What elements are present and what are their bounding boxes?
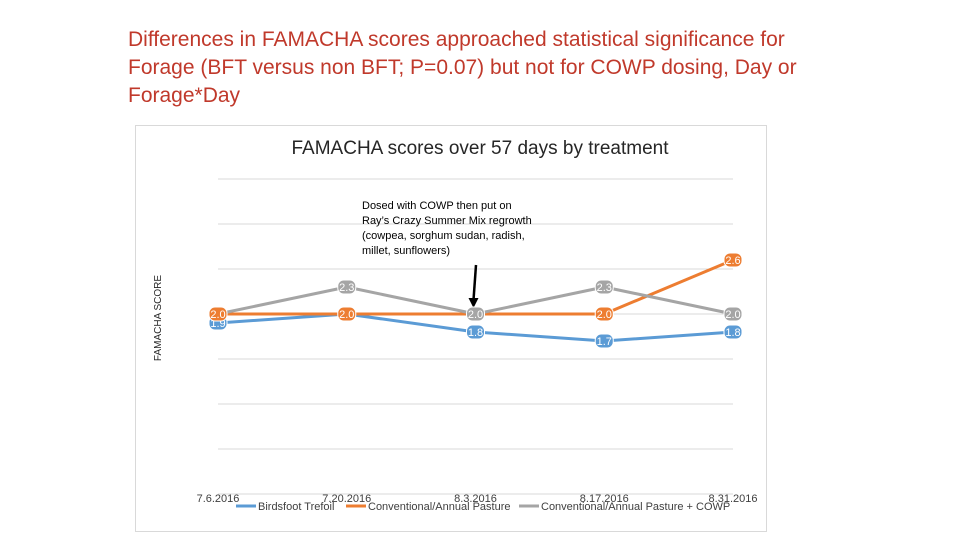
data-label: 1.7 [597,336,612,348]
y-axis-label: FAMACHA SCORE [153,275,164,361]
x-tick-label: 7.20.2016 [322,493,371,505]
data-markers: 1.91.81.71.82.0 2.0 2.02.62.32.02.32.0 [208,252,743,349]
data-label: 2.0 [597,309,612,321]
data-point-marker [208,306,228,322]
x-tick-label: 8.31.2016 [709,493,758,505]
annotation-text-line: (cowpea, sorghum sudan, radish, [362,230,525,242]
data-point-marker [337,306,357,322]
slide-title-line-3: Forage*Day [128,84,241,107]
data-label: 1.8 [468,327,483,339]
slide-title-line-2: Forage (BFT versus non BFT; P=0.07) but … [128,56,797,79]
legend-entry-label: Birdsfoot Trefoil [258,501,334,513]
data-label: 2.0 [468,309,483,321]
x-tick-label: 7.6.2016 [197,493,240,505]
slide-title: Differences in FAMACHA scores approached… [128,26,848,110]
data-point-marker [723,252,743,268]
annotation-text-line: Ray’s Crazy Summer Mix regrowth [362,215,532,227]
annotation-text-line: millet, sunflowers) [362,245,450,257]
data-label: 2.0 [210,309,225,321]
annotation: Dosed with COWP then put on Ray’s Crazy S… [362,200,532,308]
data-label: 2.0 [339,309,354,321]
data-label: 2.3 [597,282,612,294]
data-point-marker [723,324,743,340]
slide-title-line-1: Differences in FAMACHA scores approached… [128,28,785,51]
data-label: 2.0 [725,309,740,321]
data-label: 1.8 [725,327,740,339]
data-point-marker [466,324,485,340]
legend-entry-label: Conventional/Annual Pasture [368,501,510,513]
data-point-marker [594,333,614,349]
data-point-marker [723,306,743,322]
data-point-marker [594,279,614,295]
x-tick-labels: 7.6.2016 7.20.2016 8.3.2016 8.17.2016 8.31.2… [197,493,758,505]
data-point-marker [337,279,357,295]
data-label: 2.6 [725,255,740,267]
legend-entry-label: Conventional/Annual Pasture + COWP [541,501,730,513]
data-point-marker [594,306,614,322]
legend: Birdsfoot Trefoil Conventional/Annual Pas… [236,501,730,513]
x-tick-label: 8.17.2016 [580,493,629,505]
data-label: 2.3 [339,282,354,294]
chart-title: FAMACHA scores over 57 days by treatment [292,138,670,159]
annotation-arrow-head [468,298,479,308]
annotation-arrow-shaft [472,264,478,301]
annotation-text-line: Dosed with COWP then put on [362,200,512,212]
data-point-marker [466,306,485,322]
x-tick-label: 8.3.2016 [454,493,497,505]
